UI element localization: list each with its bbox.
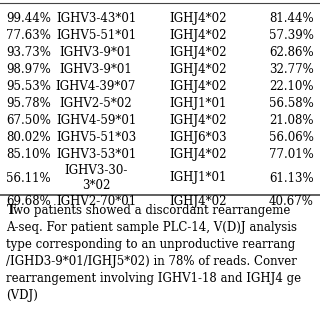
Text: IGHJ1*01: IGHJ1*01 [170, 97, 227, 110]
Text: 77.01%: 77.01% [269, 148, 314, 161]
Text: rearrangement involving IGHV1-18 and IGHJ4 ge: rearrangement involving IGHV1-18 and IGH… [6, 272, 301, 285]
Text: IGHJ4*02: IGHJ4*02 [170, 148, 227, 161]
Text: IGHV3-30-
3*02: IGHV3-30- 3*02 [64, 164, 128, 192]
Text: 95.53%: 95.53% [6, 80, 51, 93]
Text: 67.50%: 67.50% [6, 114, 51, 127]
Text: /IGHD3-9*01/IGHJ5*02) in 78% of reads. Conver: /IGHD3-9*01/IGHJ5*02) in 78% of reads. C… [6, 255, 297, 268]
Text: IGHJ4*02: IGHJ4*02 [170, 46, 227, 59]
Text: IGHV5-51*03: IGHV5-51*03 [56, 131, 136, 144]
Text: 77.63%: 77.63% [6, 29, 51, 42]
Text: IGHJ4*02: IGHJ4*02 [170, 195, 227, 208]
Text: IGHJ4*02: IGHJ4*02 [170, 114, 227, 127]
Text: 98.97%: 98.97% [6, 63, 51, 76]
Text: IGHV3-9*01: IGHV3-9*01 [60, 46, 132, 59]
Text: (VDJ): (VDJ) [6, 289, 38, 302]
Text: 32.77%: 32.77% [269, 63, 314, 76]
Text: IGHV4-59*01: IGHV4-59*01 [56, 114, 136, 127]
Text: IGHJ4*02: IGHJ4*02 [170, 63, 227, 76]
Text: 69.68%: 69.68% [6, 195, 51, 208]
Text: IGHV4-39*07: IGHV4-39*07 [56, 80, 136, 93]
Text: 21.08%: 21.08% [269, 114, 314, 127]
Text: 61.13%: 61.13% [269, 172, 314, 185]
Text: 56.11%: 56.11% [6, 172, 51, 185]
Text: IGHV2-5*02: IGHV2-5*02 [60, 97, 132, 110]
Text: 95.78%: 95.78% [6, 97, 51, 110]
Text: IGHV3-53*01: IGHV3-53*01 [56, 148, 136, 161]
Text: 57.39%: 57.39% [269, 29, 314, 42]
Text: IGHJ4*02: IGHJ4*02 [170, 80, 227, 93]
Text: IGHJ6*03: IGHJ6*03 [170, 131, 227, 144]
Text: IGHJ4*02: IGHJ4*02 [170, 29, 227, 42]
Text: 56.06%: 56.06% [269, 131, 314, 144]
Text: 40.67%: 40.67% [269, 195, 314, 208]
Text: type corresponding to an unproductive rearrang: type corresponding to an unproductive re… [6, 238, 296, 251]
Text: 22.10%: 22.10% [269, 80, 314, 93]
Text: 81.44%: 81.44% [269, 12, 314, 25]
Text: 93.73%: 93.73% [6, 46, 51, 59]
Text: IGHJ1*01: IGHJ1*01 [170, 172, 227, 185]
Text: 80.02%: 80.02% [6, 131, 51, 144]
Text: A-seq. For patient sample PLC-14, V(D)J analysis: A-seq. For patient sample PLC-14, V(D)J … [6, 221, 297, 234]
Text: wo patients showed a discordant rearrangeme: wo patients showed a discordant rearrang… [13, 204, 290, 217]
Text: 56.58%: 56.58% [269, 97, 314, 110]
Text: 85.10%: 85.10% [6, 148, 51, 161]
Text: 99.44%: 99.44% [6, 12, 51, 25]
Text: T: T [6, 204, 15, 217]
Text: IGHJ4*02: IGHJ4*02 [170, 12, 227, 25]
Text: IGHV3-9*01: IGHV3-9*01 [60, 63, 132, 76]
Text: 62.86%: 62.86% [269, 46, 314, 59]
Text: IGHV5-51*01: IGHV5-51*01 [56, 29, 136, 42]
Text: IGHV3-43*01: IGHV3-43*01 [56, 12, 136, 25]
Text: IGHV2-70*01: IGHV2-70*01 [56, 195, 136, 208]
